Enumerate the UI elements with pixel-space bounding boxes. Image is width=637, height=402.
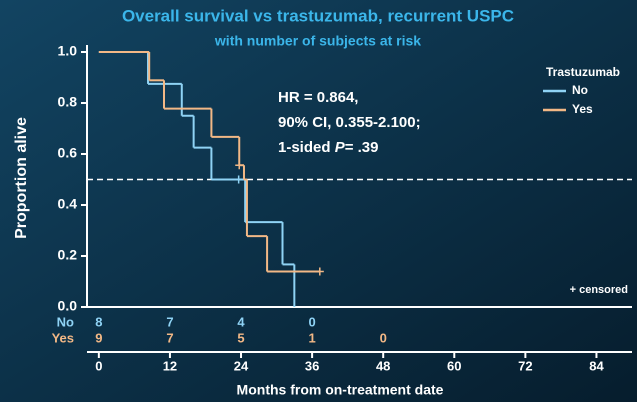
legend-title: Trastuzumab	[546, 65, 620, 79]
x-tick-label: 60	[447, 358, 461, 373]
censor-mark	[235, 161, 244, 170]
y-tick-label: 0.4	[58, 196, 78, 212]
annotation: HR = 0.864,	[278, 89, 358, 106]
annotation: 1-sided P= .39	[278, 139, 378, 156]
x-tick-label: 24	[234, 358, 249, 373]
y-tick-label: 0.6	[58, 145, 78, 161]
risk-count: 1	[308, 330, 315, 345]
risk-count: 4	[237, 314, 245, 329]
censor-mark	[315, 267, 324, 276]
censor-mark	[234, 175, 243, 184]
x-tick-label: 0	[95, 358, 102, 373]
risk-count: 5	[237, 330, 244, 345]
annotation-part: = .39	[345, 139, 379, 156]
x-axis-label: Months from on-treatment date	[237, 382, 444, 398]
y-tick-label: 0.0	[58, 298, 78, 314]
y-axis-label: Proportion alive	[13, 117, 30, 239]
y-tick-label: 1.0	[58, 43, 78, 59]
risk-count: 0	[380, 330, 387, 345]
chart-subtitle: with number of subjects at risk	[214, 33, 421, 49]
x-tick-label: 12	[163, 358, 177, 373]
x-tick-label: 84	[589, 358, 604, 373]
risk-count: 8	[95, 314, 102, 329]
x-tick-label: 36	[305, 358, 319, 373]
annotation-part: P	[335, 139, 346, 156]
y-tick-label: 0.8	[58, 94, 78, 110]
risk-count: 9	[95, 330, 102, 345]
annotation-part: 1-sided	[278, 139, 335, 156]
risk-row-label: No	[57, 314, 74, 329]
legend-label: No	[572, 83, 588, 97]
x-tick-label: 72	[518, 358, 532, 373]
censor-note: + censored	[570, 284, 628, 296]
y-tick-label: 0.2	[58, 247, 78, 263]
risk-count: 7	[166, 314, 173, 329]
annotation: 90% CI, 0.355-2.100;	[278, 114, 421, 131]
risk-count: 0	[308, 314, 315, 329]
risk-count: 7	[166, 330, 173, 345]
chart-title: Overall survival vs trastuzumab, recurre…	[122, 6, 514, 25]
risk-row-label: Yes	[52, 330, 74, 345]
legend-label: Yes	[572, 102, 593, 116]
x-tick-label: 48	[376, 358, 390, 373]
